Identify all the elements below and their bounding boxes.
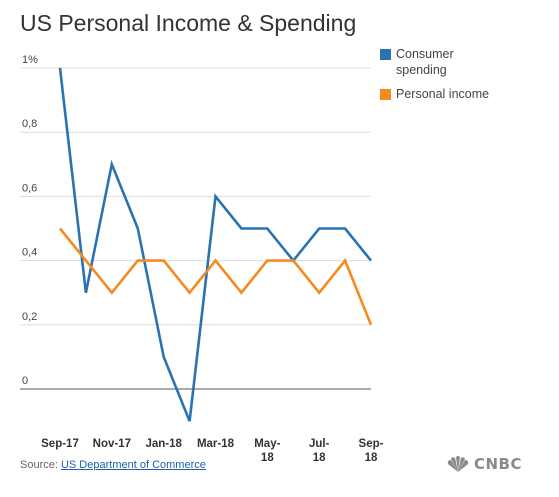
legend-item-personal-income: Personal income xyxy=(380,86,550,102)
y-tick-label: 1% xyxy=(22,54,38,66)
series-line-personal-income xyxy=(58,227,373,326)
legend-label-personal-income: Personal income xyxy=(396,87,490,101)
chart-legend: Consumer spending Personal income xyxy=(380,46,550,110)
legend-item-consumer-spending: Consumer spending xyxy=(380,46,550,78)
peacock-icon xyxy=(447,456,469,472)
cnbc-logo: CNBC xyxy=(445,455,522,473)
x-tick-label: Jul-18 xyxy=(309,438,330,464)
x-tick-label: Sep-17 xyxy=(41,438,79,450)
y-tick-label: 0,8 xyxy=(22,118,37,130)
y-tick-label: 0,2 xyxy=(22,311,37,323)
chart-title: US Personal Income & Spending xyxy=(20,10,357,36)
y-tick-label: 0,6 xyxy=(22,182,37,194)
x-tick-label: May-18 xyxy=(254,438,280,464)
x-tick-label: Nov-17 xyxy=(93,438,131,450)
y-tick-label: 0 xyxy=(22,375,28,387)
series-line-consumer-spending xyxy=(58,67,373,422)
source-prefix: Source: xyxy=(20,459,61,471)
y-tick-label: 0,4 xyxy=(22,247,37,259)
legend-swatch-consumer-spending xyxy=(380,49,391,60)
legend-swatch-personal-income xyxy=(380,89,391,100)
source-link[interactable]: US Department of Commerce xyxy=(60,459,206,471)
x-tick-label: Mar-18 xyxy=(197,438,235,450)
logo-text: CNBC xyxy=(474,455,523,473)
x-tick-label: Sep-18 xyxy=(359,438,384,464)
source-note: Source: US Department of Commerce xyxy=(20,459,206,471)
legend-label-consumer-spending: Consumer spending xyxy=(396,47,454,77)
x-tick-label: Jan-18 xyxy=(145,438,182,450)
